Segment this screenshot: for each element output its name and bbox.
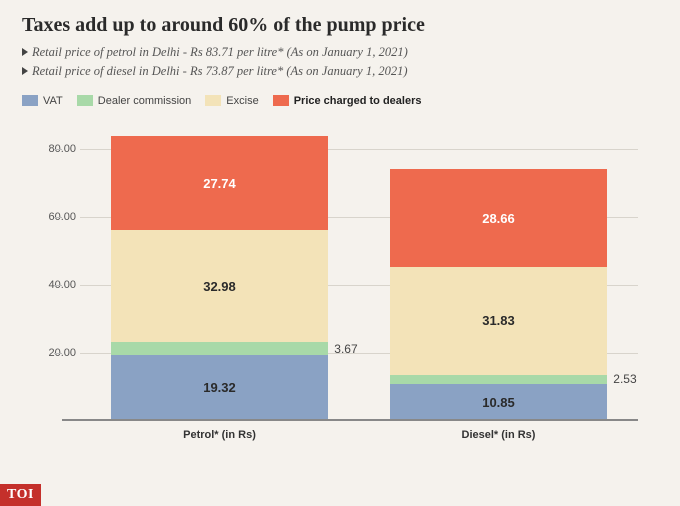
- legend-item: Dealer commission: [77, 95, 192, 107]
- legend-swatch: [273, 95, 289, 106]
- subtitle-petrol: Retail price of petrol in Delhi - Rs 83.…: [22, 43, 658, 62]
- bar-column: 28.6631.832.5310.85Diesel* (in Rs): [390, 115, 608, 421]
- y-tick: [54, 149, 62, 150]
- bullet-icon: [22, 48, 28, 56]
- y-tick: [54, 285, 62, 286]
- bar-segment-red: 27.74: [111, 136, 329, 230]
- stacked-bar-chart: 27.7432.983.6719.32Petrol* (in Rs)28.663…: [42, 115, 638, 445]
- legend-item: VAT: [22, 95, 63, 107]
- bar-segment-vat: 10.85: [390, 384, 608, 421]
- bar-segment-exc: 31.83: [390, 267, 608, 375]
- legend-label: VAT: [43, 95, 63, 107]
- toi-logo: TOI: [0, 484, 41, 506]
- legend-label: Excise: [226, 95, 258, 107]
- segment-value-label: 2.53: [613, 372, 636, 386]
- x-axis-line: [62, 419, 638, 421]
- bar-segment-red: 28.66: [390, 169, 608, 266]
- segment-value-label: 3.67: [334, 342, 357, 356]
- bar-segment-dc: 3.67: [111, 342, 329, 354]
- subtitle-text: Retail price of petrol in Delhi - Rs 83.…: [32, 43, 408, 62]
- legend-swatch: [205, 95, 221, 106]
- legend-item: Excise: [205, 95, 258, 107]
- legend: VAT Dealer commission Excise Price charged …: [22, 95, 658, 107]
- legend-item: Price charged to dealers: [273, 95, 422, 107]
- y-tick: [54, 353, 62, 354]
- bar-segment-vat: 19.32: [111, 355, 329, 421]
- legend-swatch: [77, 95, 93, 106]
- legend-label: Dealer commission: [98, 95, 192, 107]
- bar-column: 27.7432.983.6719.32Petrol* (in Rs): [111, 115, 329, 421]
- category-label: Petrol* (in Rs): [111, 429, 329, 441]
- subtitle-diesel: Retail price of diesel in Delhi - Rs 73.…: [22, 62, 658, 81]
- infographic-page: Taxes add up to around 60% of the pump p…: [0, 0, 680, 506]
- y-tick: [54, 217, 62, 218]
- legend-label: Price charged to dealers: [294, 95, 422, 107]
- bar-segment-exc: 32.98: [111, 230, 329, 342]
- category-label: Diesel* (in Rs): [390, 429, 608, 441]
- subtitle-text: Retail price of diesel in Delhi - Rs 73.…: [32, 62, 408, 81]
- bullet-icon: [22, 67, 28, 75]
- legend-swatch: [22, 95, 38, 106]
- bar-segment-dc: 2.53: [390, 375, 608, 384]
- chart-title: Taxes add up to around 60% of the pump p…: [22, 14, 658, 37]
- bars-container: 27.7432.983.6719.32Petrol* (in Rs)28.663…: [80, 115, 638, 421]
